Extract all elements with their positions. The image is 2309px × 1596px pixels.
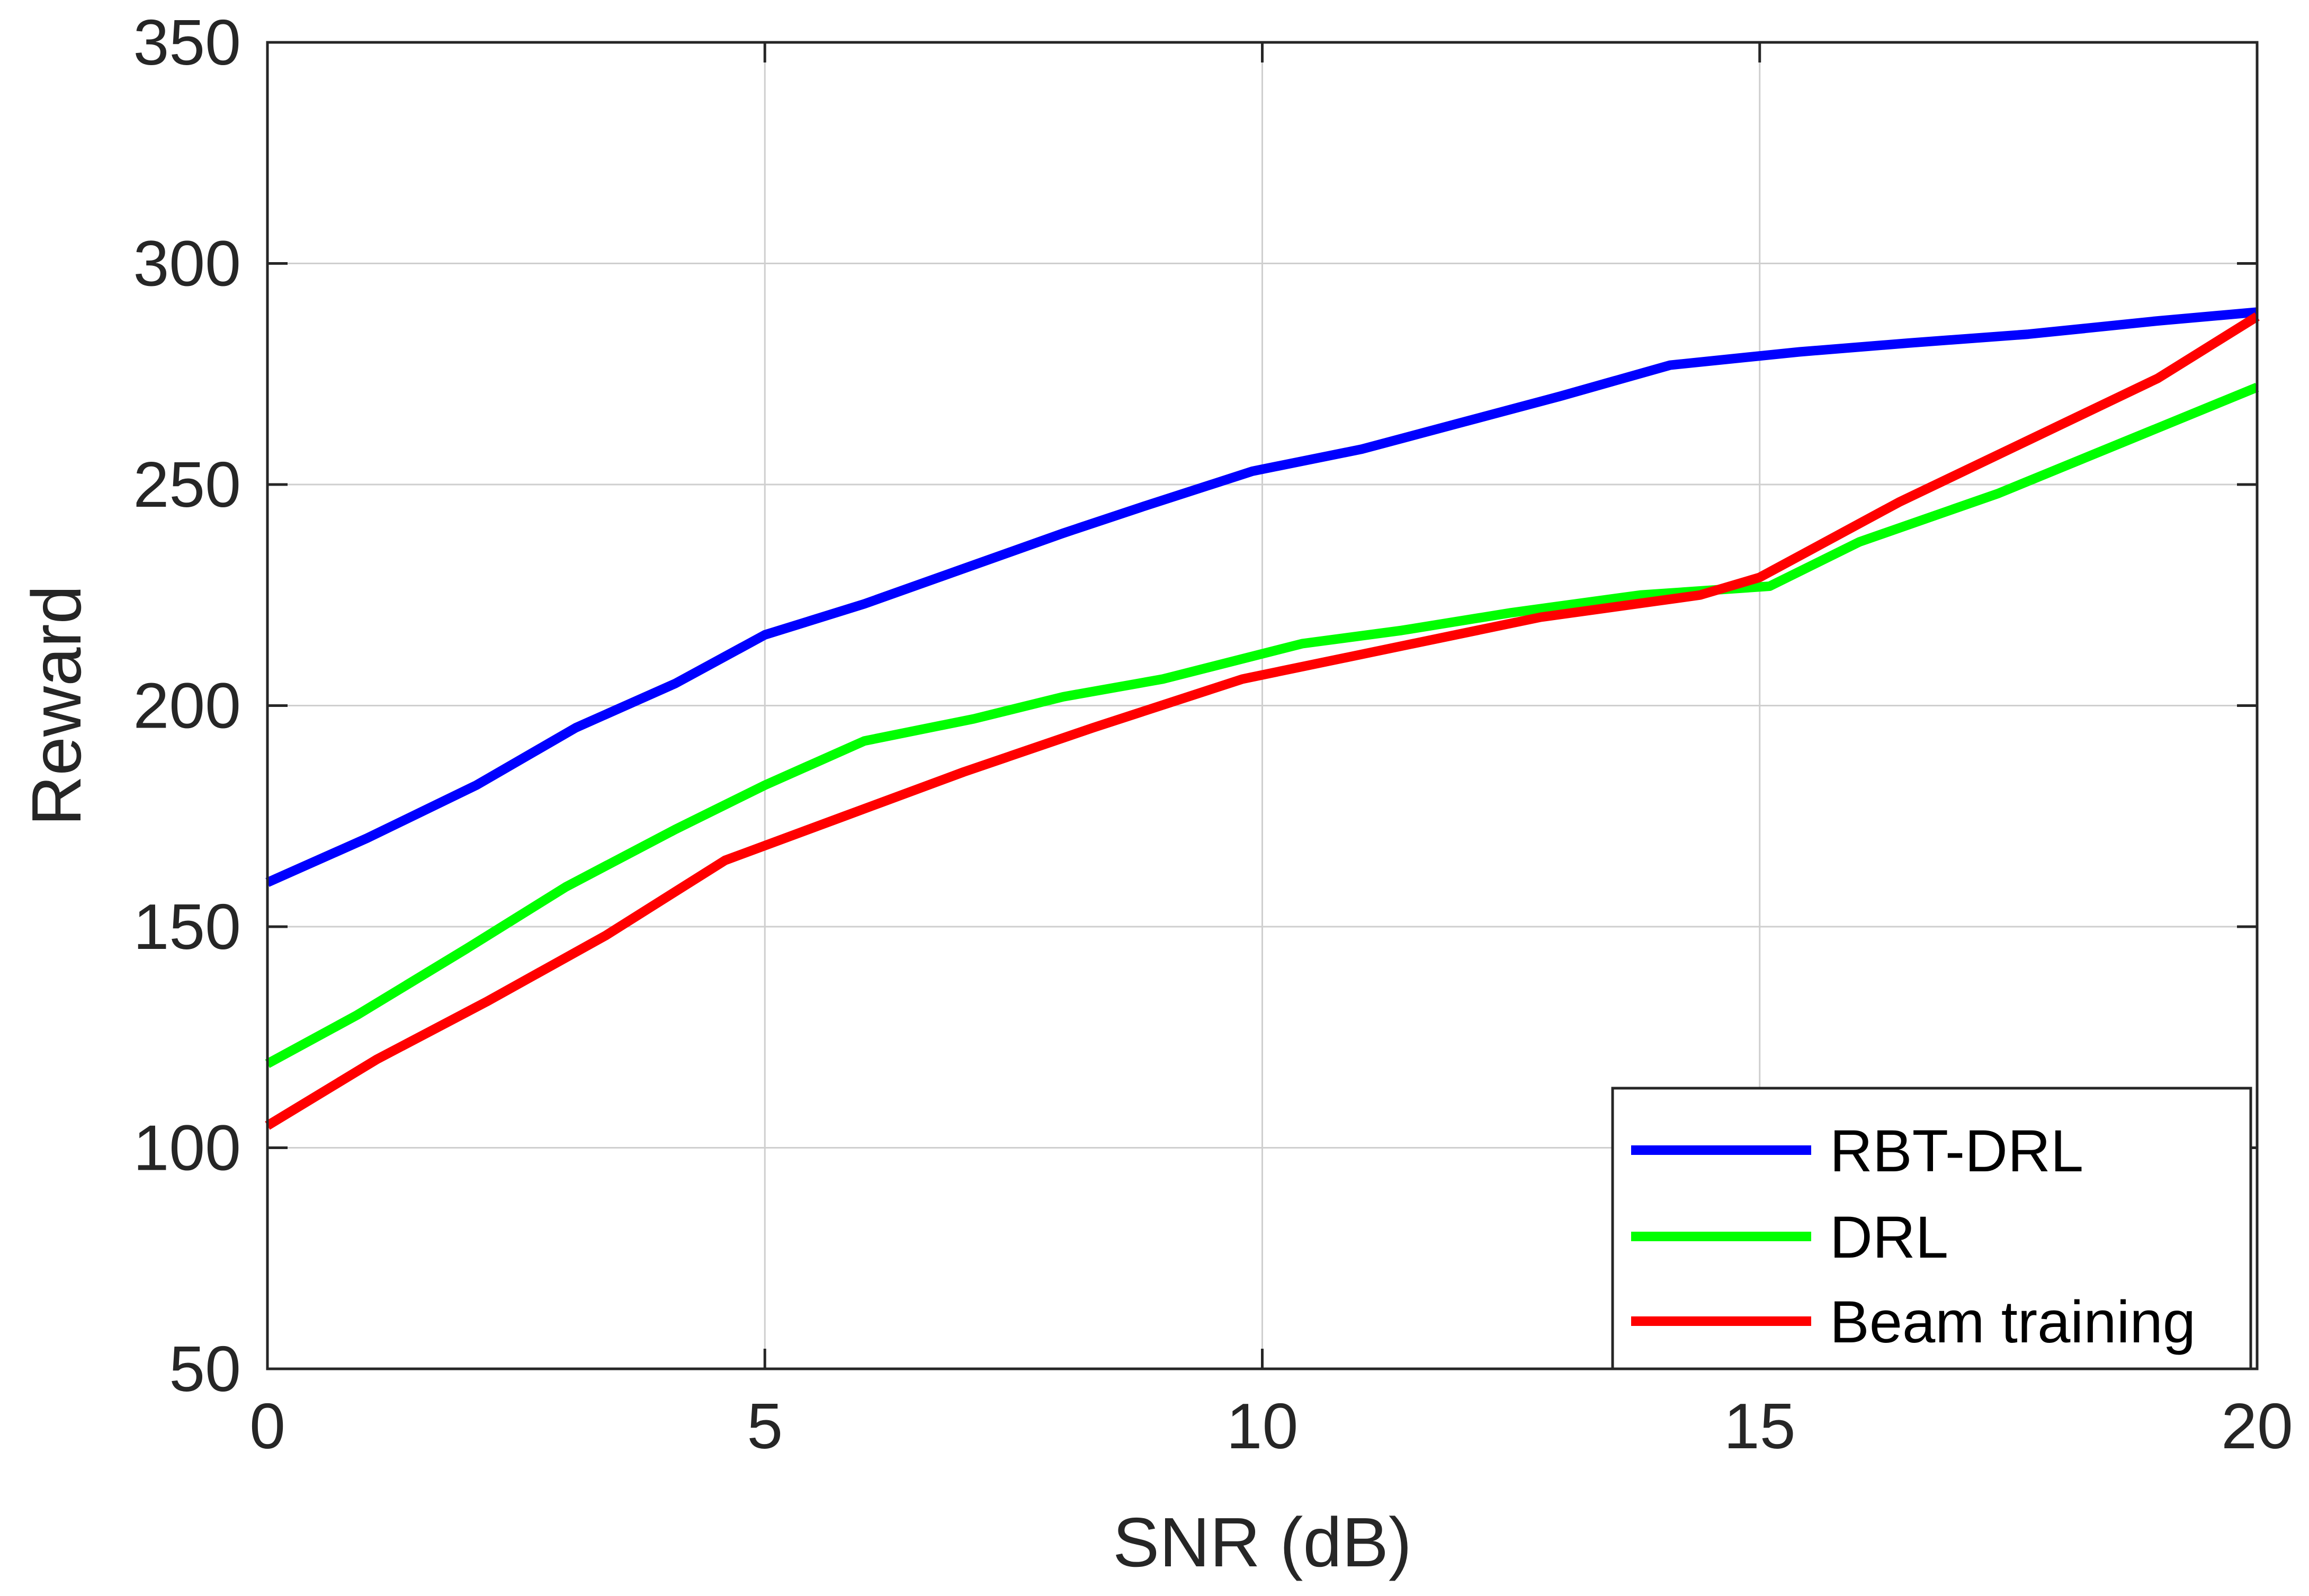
x-tick-label: 0: [249, 1390, 285, 1462]
legend-label-3: Beam training: [1830, 1289, 2196, 1355]
y-axis-label: Reward: [17, 585, 95, 826]
y-tick-label: 250: [133, 449, 241, 521]
tick-labels: 0 5 10 15 20 50 100 150 200 250 300 350: [133, 6, 2293, 1462]
y-tick-label: 150: [133, 891, 241, 963]
series-line-1: [265, 307, 2258, 887]
y-tick-label: 50: [169, 1333, 241, 1405]
series-layer: [265, 307, 2260, 1130]
x-tick-label: 20: [2221, 1390, 2293, 1462]
legend-label-1: RBT-DRL: [1830, 1118, 2083, 1184]
legend: RBT-DRL DRL Beam training: [1611, 1087, 2252, 1370]
y-tick-label: 300: [133, 228, 241, 300]
x-axis-label: SNR (dB): [1113, 1503, 1412, 1581]
x-tick-label: 15: [1724, 1390, 1796, 1462]
y-tick-label: 100: [133, 1112, 241, 1184]
y-tick-label: 200: [133, 670, 241, 742]
x-tick-label: 10: [1227, 1390, 1299, 1462]
series-line-2: [265, 382, 2259, 1068]
series-line-3: [265, 312, 2260, 1130]
legend-label-2: DRL: [1830, 1204, 1948, 1270]
x-tick-label: 5: [747, 1390, 783, 1462]
y-tick-label: 350: [133, 6, 241, 78]
